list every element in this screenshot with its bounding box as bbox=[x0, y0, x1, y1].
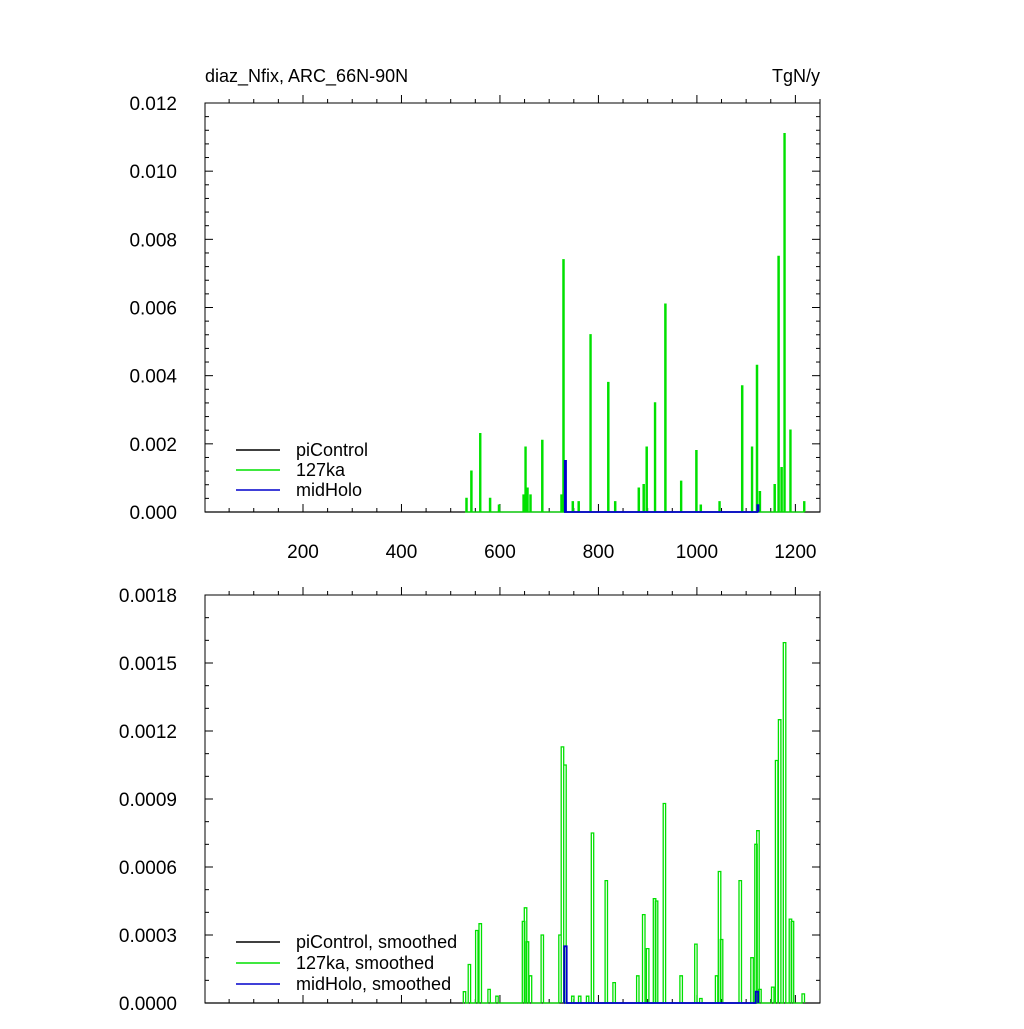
top-panel: 200 400 600 800 1000 1200 0.000 0.002 0.004 0.006… bbox=[129, 94, 820, 563]
y-tick-label: 0.0000 bbox=[119, 994, 177, 1015]
y-tick-label: 0.0018 bbox=[119, 586, 177, 607]
y-tick-label: 0.010 bbox=[129, 162, 177, 183]
y-tick-label: 0.008 bbox=[129, 230, 177, 251]
y-tick-label: 0.0003 bbox=[119, 926, 177, 947]
y-tick-label: 0.0009 bbox=[119, 790, 177, 811]
y-tick-label: 0.004 bbox=[129, 367, 177, 388]
x-tick-label: 200 bbox=[287, 542, 319, 563]
y-tick-label: 0.012 bbox=[129, 94, 177, 115]
series-line-127ka bbox=[465, 134, 805, 512]
x-tick-label: 800 bbox=[583, 542, 615, 563]
legend-label: 127ka bbox=[296, 460, 346, 480]
y-tick-label: 0.002 bbox=[129, 435, 177, 456]
y-tick-label: 0.0006 bbox=[119, 858, 177, 879]
x-tick-label: 1200 bbox=[774, 542, 816, 563]
y-tick-label: 0.000 bbox=[129, 503, 177, 524]
x-tick-label: 600 bbox=[484, 542, 516, 563]
x-tick-label: 1000 bbox=[676, 542, 718, 563]
bottom-panel: 0.0000 0.0003 0.0006 0.0009 0.0012 0.0015 0.00… bbox=[119, 586, 820, 1015]
series-line-midHolo bbox=[564, 461, 759, 512]
x-tick-label: 400 bbox=[386, 542, 418, 563]
y-tick-label: 0.006 bbox=[129, 299, 177, 320]
legend-label: midHolo, smoothed bbox=[296, 974, 451, 994]
legend-label: piControl, smoothed bbox=[296, 932, 457, 952]
series-line-127ka bbox=[463, 643, 805, 1003]
legend-label: midHolo bbox=[296, 480, 362, 500]
legend-label: piControl bbox=[296, 440, 368, 460]
y-tick-label: 0.0015 bbox=[119, 654, 177, 675]
y-tick-label: 0.0012 bbox=[119, 722, 177, 743]
units-label: TgN/y bbox=[772, 66, 820, 86]
legend-label: 127ka, smoothed bbox=[296, 953, 434, 973]
chart-title: diaz_Nfix, ARC_66N-90N bbox=[205, 66, 408, 87]
